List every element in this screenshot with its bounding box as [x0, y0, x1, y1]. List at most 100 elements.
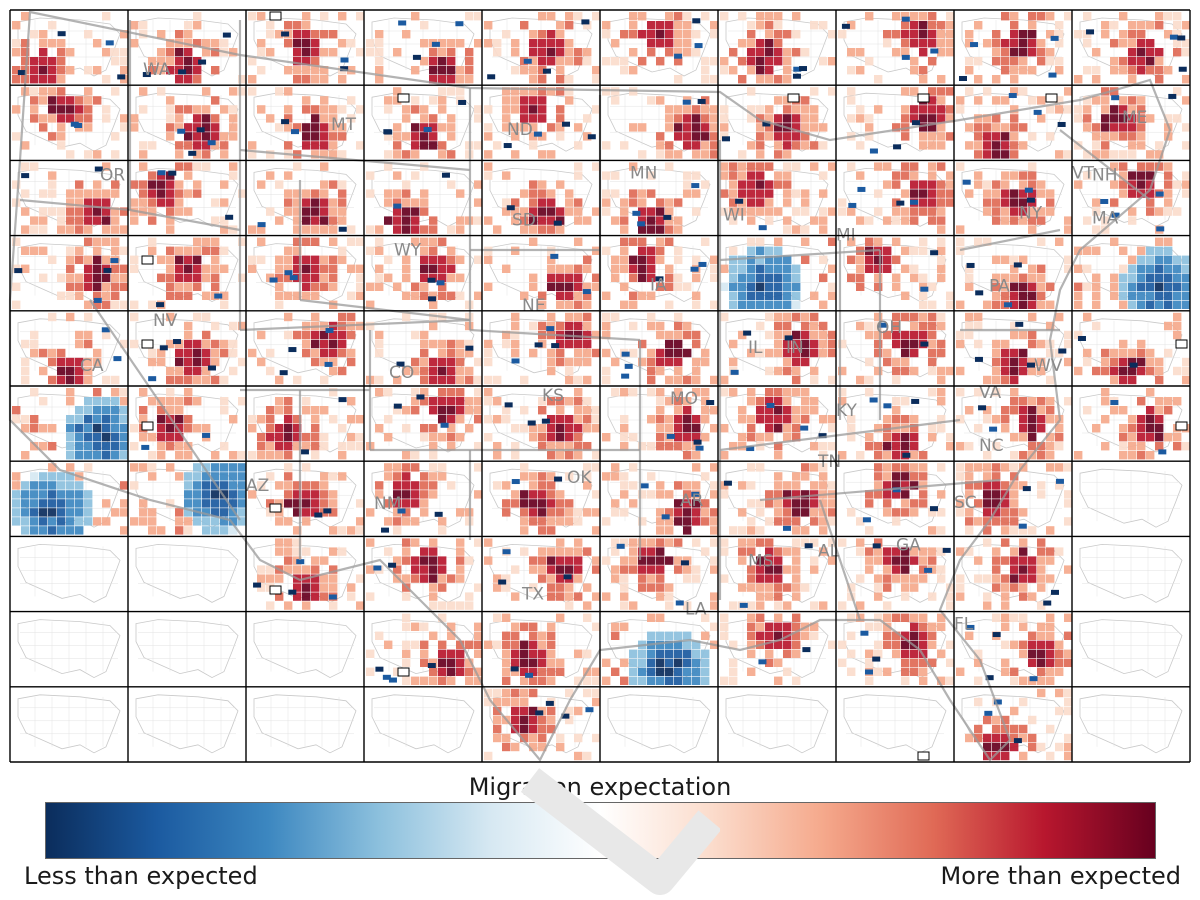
map-cell [246, 612, 364, 687]
map-cell [718, 10, 836, 85]
map-cell [600, 612, 718, 687]
map-cell [1072, 461, 1190, 536]
map-cell [246, 10, 364, 85]
home-location-marker [270, 504, 281, 512]
state-label: WA [143, 60, 171, 80]
map-cell [718, 311, 836, 386]
home-location-marker [1176, 422, 1187, 430]
map-cell [10, 386, 128, 461]
state-label: VT [1072, 163, 1095, 183]
home-location-marker [1176, 340, 1187, 348]
map-cell [836, 461, 954, 536]
map-cell [954, 160, 1072, 235]
map-cell [600, 687, 718, 762]
map-cell [128, 236, 246, 311]
state-label: WY [394, 241, 422, 261]
home-location-marker [270, 586, 281, 594]
map-cell [10, 612, 128, 687]
state-label: KS [542, 386, 564, 406]
map-cell [246, 160, 364, 235]
state-label: AR [680, 491, 704, 511]
state-label: FL [954, 615, 974, 635]
home-location-marker [1046, 94, 1057, 102]
map-cell [718, 386, 836, 461]
map-cell [128, 687, 246, 762]
map-cell [364, 687, 482, 762]
map-cell [1072, 612, 1190, 687]
state-label: ND [507, 120, 533, 140]
state-label: KY [836, 401, 858, 421]
map-cell [482, 160, 600, 235]
state-label: WV [1034, 356, 1063, 376]
state-label: IN [786, 338, 804, 358]
map-cell [718, 687, 836, 762]
map-cell [364, 236, 482, 311]
state-label: OR [100, 165, 125, 185]
state-label: SC [954, 493, 977, 513]
map-cell [836, 687, 954, 762]
map-cell [10, 536, 128, 611]
legend-low-label: Less than expected [24, 862, 258, 890]
map-cell [10, 687, 128, 762]
map-cell [1072, 536, 1190, 611]
map-cell [10, 311, 128, 386]
map-cell [954, 10, 1072, 85]
state-label: OK [567, 468, 592, 488]
state-label: TX [521, 584, 544, 604]
map-cell [128, 160, 246, 235]
state-label: MA [1092, 208, 1119, 228]
state-label: SD [512, 210, 536, 230]
home-location-marker [270, 12, 281, 20]
map-cell [1072, 311, 1190, 386]
map-cell [246, 536, 364, 611]
map-cell [482, 612, 600, 687]
map-cell [600, 236, 718, 311]
map-cell [1072, 687, 1190, 762]
state-label: CO [389, 363, 414, 383]
state-label: NH [1092, 165, 1118, 185]
map-cell [482, 687, 600, 762]
home-location-marker [918, 752, 929, 760]
map-cell [954, 687, 1072, 762]
map-cell [600, 10, 718, 85]
state-label: WI [723, 205, 745, 225]
state-label: NE [522, 296, 545, 316]
map-cell [246, 687, 364, 762]
state-label: AZ [246, 476, 269, 496]
map-cell [718, 236, 836, 311]
map-cell [836, 612, 954, 687]
map-cell [482, 85, 600, 160]
home-location-marker [918, 94, 929, 102]
map-cell [1072, 386, 1190, 461]
map-cell [836, 160, 954, 235]
map-cell [836, 10, 954, 85]
home-location-marker [398, 668, 409, 676]
map-cell [600, 311, 718, 386]
legend-high-label: More than expected [941, 862, 1181, 890]
map-cell [836, 236, 954, 311]
map-cell [364, 10, 482, 85]
map-cell [954, 536, 1072, 611]
map-cell [364, 536, 482, 611]
state-label: ME [1122, 108, 1147, 128]
state-label: CA [80, 356, 104, 376]
state-label: LA [685, 600, 707, 620]
state-label: OH [876, 318, 902, 338]
map-cell [128, 85, 246, 160]
map-cell [1072, 10, 1190, 85]
state-label: IL [748, 338, 763, 358]
map-cell [718, 85, 836, 160]
state-label: MT [331, 115, 357, 135]
state-label: MS [748, 551, 773, 571]
map-cell [600, 160, 718, 235]
state-label: NC [979, 436, 1004, 456]
state-label: NM [374, 494, 401, 514]
state-label: PA [989, 277, 1010, 297]
state-label: TN [817, 452, 841, 472]
state-label: NY [1019, 203, 1043, 223]
map-cell [364, 160, 482, 235]
state-label: IA [650, 276, 667, 296]
state-label: NV [153, 311, 178, 331]
state-label: GA [896, 535, 921, 555]
